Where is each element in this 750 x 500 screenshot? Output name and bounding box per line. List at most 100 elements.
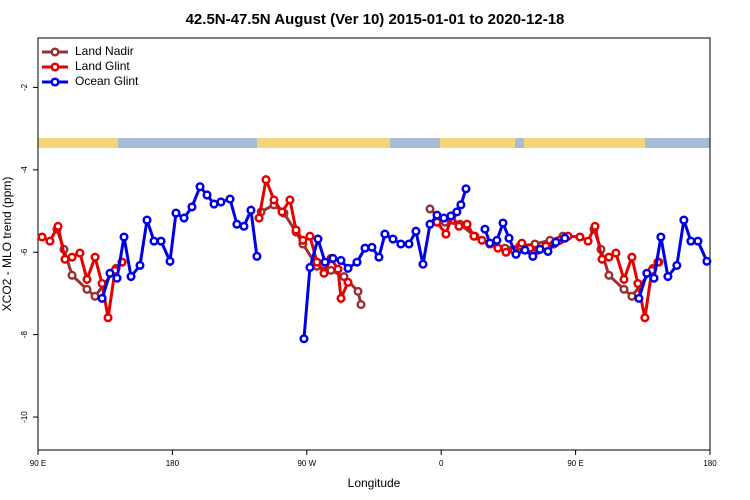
data-point (656, 232, 666, 242)
data-point (619, 284, 629, 294)
data-point (604, 252, 614, 262)
data-point (528, 251, 538, 261)
data-point (388, 234, 398, 244)
legend-marker (50, 47, 60, 57)
data-point (493, 243, 503, 253)
x-tick-label: 90 E (567, 459, 583, 468)
data-point (90, 252, 100, 262)
y-tick-label: -2 (20, 83, 29, 91)
data-point (195, 182, 205, 192)
series-line (435, 212, 660, 319)
data-point (634, 293, 644, 303)
data-point (336, 255, 346, 266)
data-point (432, 210, 442, 220)
data-point (462, 219, 472, 229)
y-axis-label: XCO2 - MLO trend (ppm) (0, 177, 14, 312)
data-point (252, 251, 262, 261)
chart-title: 42.5N-47.5N August (Ver 10) 2015-01-01 t… (186, 11, 565, 28)
data-point (67, 270, 77, 280)
data-point (254, 213, 264, 223)
data-point (693, 236, 703, 246)
data-point (640, 313, 650, 323)
data-point (171, 208, 181, 218)
data-point (216, 197, 226, 207)
data-point (285, 195, 295, 205)
data-point (291, 225, 301, 235)
data-point (97, 293, 107, 303)
data-point (604, 270, 614, 280)
data-point (439, 213, 449, 223)
legend-label: Land Nadir (75, 44, 134, 58)
data-point (454, 221, 464, 231)
data-point (75, 248, 85, 258)
data-point (333, 264, 343, 274)
data-point (232, 219, 242, 229)
data-point (90, 291, 100, 301)
data-point (97, 279, 107, 289)
data-point (336, 293, 346, 303)
data-point (37, 232, 47, 242)
data-point (126, 271, 136, 282)
x-tick-label: 180 (703, 459, 717, 468)
data-point (504, 233, 514, 243)
data-point (425, 219, 435, 229)
data-point (209, 199, 219, 209)
data-point (672, 260, 682, 270)
data-point (551, 237, 561, 247)
data-point (299, 334, 309, 344)
data-point (535, 244, 545, 254)
data-point (305, 262, 315, 273)
data-point (492, 235, 502, 245)
data-point (320, 257, 330, 267)
data-point (112, 273, 122, 283)
data-point (498, 218, 508, 228)
data-point (452, 207, 462, 217)
data-point (142, 215, 152, 225)
data-point (225, 194, 235, 204)
data-point (517, 238, 527, 248)
data-point (501, 247, 511, 257)
data-point (261, 175, 271, 185)
data-point (511, 249, 521, 259)
data-point (298, 235, 308, 245)
data-point (156, 236, 166, 246)
data-point (461, 184, 471, 194)
data-point (82, 274, 92, 284)
data-point (367, 242, 377, 252)
data-point (149, 236, 159, 246)
data-point (269, 195, 279, 205)
data-point (339, 271, 349, 282)
data-point (53, 221, 63, 231)
data-point (480, 224, 490, 234)
data-point (583, 236, 593, 246)
data-point (246, 205, 256, 215)
legend-label: Ocean Glint (75, 74, 139, 88)
data-point (165, 256, 175, 266)
data-point (485, 238, 495, 248)
x-axis-label: Longitude (348, 476, 401, 490)
data-point (135, 260, 145, 270)
x-tick-label: 0 (439, 459, 444, 468)
data-point (305, 231, 315, 241)
data-point (441, 229, 451, 239)
data-point (679, 215, 689, 225)
data-point (105, 268, 115, 278)
data-point (326, 265, 336, 275)
x-tick-label: 90 E (30, 459, 46, 468)
data-point (611, 248, 621, 258)
data-point (119, 232, 129, 242)
data-point (543, 246, 553, 256)
data-point (627, 252, 637, 262)
data-point (67, 252, 77, 262)
data-point (627, 291, 637, 301)
data-point (352, 257, 362, 267)
data-point (560, 233, 570, 243)
x-tick-label: 180 (166, 459, 180, 468)
data-point (374, 252, 384, 262)
data-point (520, 245, 530, 255)
data-point (312, 257, 322, 267)
data-point (179, 213, 189, 223)
data-point (277, 207, 287, 217)
data-point (649, 273, 659, 283)
